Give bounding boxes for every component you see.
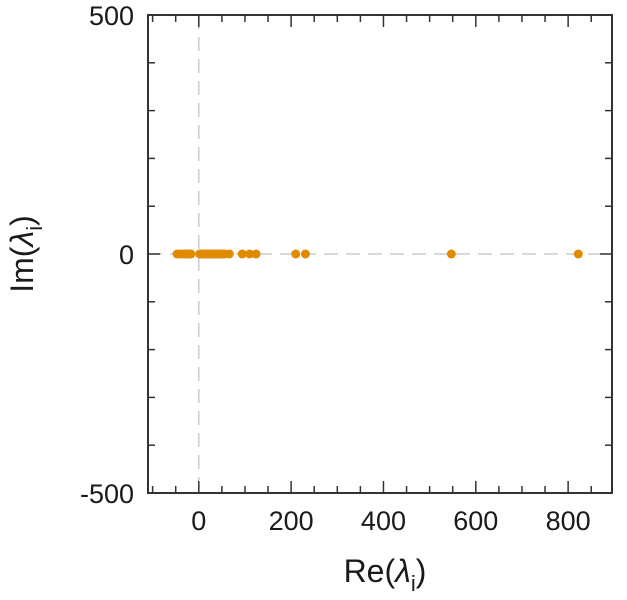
x-tick-label: 600 — [453, 506, 498, 536]
x-tick-label: 800 — [546, 506, 591, 536]
data-point — [573, 249, 583, 259]
tick-labels: 0 200 400 600 800 -500 0 500 — [80, 1, 591, 536]
data-points — [172, 249, 583, 259]
data-point — [300, 249, 310, 259]
data-point — [186, 249, 196, 259]
data-point — [291, 249, 301, 259]
x-tick-label: 0 — [191, 506, 206, 536]
data-point — [251, 249, 261, 259]
x-tick-label: 400 — [361, 506, 406, 536]
data-point — [224, 249, 234, 259]
y-tick-label: 500 — [89, 1, 134, 31]
x-axis-label: Re(λi) — [344, 553, 427, 596]
data-point — [237, 249, 247, 259]
data-point — [245, 249, 255, 259]
data-point — [446, 249, 456, 259]
y-axis-label: Im(λi) — [4, 215, 47, 293]
y-tick-label: 0 — [119, 240, 134, 270]
x-tick-label: 200 — [269, 506, 314, 536]
y-tick-label: -500 — [80, 479, 134, 509]
axis-ticks — [148, 14, 612, 494]
